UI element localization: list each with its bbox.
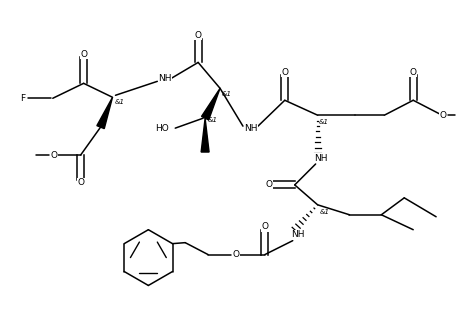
- Text: O: O: [232, 250, 239, 259]
- Text: O: O: [410, 68, 417, 77]
- Text: &1: &1: [222, 91, 232, 97]
- Text: &1: &1: [115, 99, 124, 105]
- Polygon shape: [201, 118, 209, 152]
- Text: NH: NH: [158, 74, 172, 83]
- Text: &1: &1: [320, 209, 329, 215]
- Text: NH: NH: [291, 230, 304, 239]
- Text: O: O: [195, 31, 201, 40]
- Text: O: O: [261, 222, 268, 231]
- Text: O: O: [77, 178, 84, 187]
- Text: NH: NH: [244, 124, 258, 133]
- Text: HO: HO: [156, 124, 169, 133]
- Text: O: O: [281, 68, 288, 77]
- Text: F: F: [20, 94, 25, 103]
- Text: O: O: [50, 151, 57, 160]
- Text: O: O: [439, 111, 447, 120]
- Text: O: O: [265, 181, 272, 189]
- Polygon shape: [201, 88, 220, 120]
- Text: O: O: [80, 50, 87, 59]
- Text: NH: NH: [314, 153, 328, 162]
- Polygon shape: [97, 97, 113, 129]
- Text: &1: &1: [208, 117, 218, 123]
- Text: &1: &1: [319, 119, 328, 125]
